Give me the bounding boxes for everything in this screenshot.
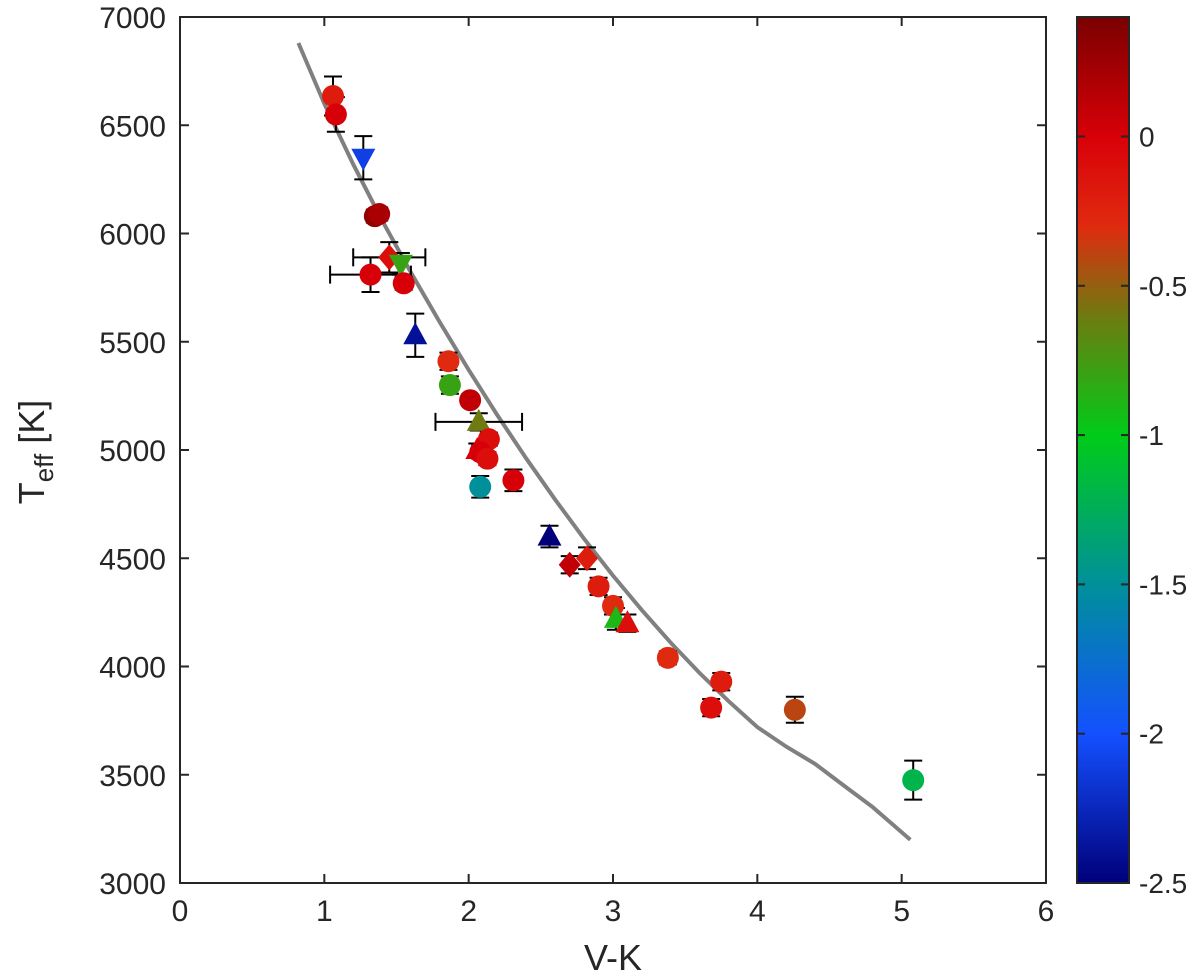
data-point-triangle-up — [615, 610, 640, 633]
y-axis-title-main: T — [11, 482, 52, 504]
data-point-triangle-up — [403, 322, 428, 345]
y-tick-label: 7000 — [99, 2, 166, 35]
y-tick-label: 4000 — [99, 652, 166, 685]
data-point-circle — [459, 389, 482, 412]
colorbar-tick-label: -1.5 — [1139, 569, 1187, 600]
y-axis: 3000 3500 4000 4500 5000 5500 6000 6500 7000 — [99, 2, 1046, 901]
data-point-triangle-up — [466, 408, 491, 431]
x-tick-label: 2 — [460, 895, 477, 928]
y-tick-label: 6000 — [99, 219, 166, 252]
colorbar-tick-label: -1 — [1139, 420, 1164, 451]
x-tick-label: 4 — [749, 895, 766, 928]
data-point-circle — [656, 646, 679, 669]
data-point-circle — [587, 575, 610, 598]
data-point-diamond — [576, 545, 599, 572]
colorbar-tick-label: -2 — [1139, 719, 1164, 750]
colorbar-tick-label: -0.5 — [1139, 271, 1187, 302]
y-axis-title-subscript: eff — [29, 453, 59, 482]
data-point-circle — [476, 447, 499, 470]
data-point-triangle-down — [351, 148, 376, 171]
y-tick-label: 3500 — [99, 760, 166, 793]
colorbar — [1076, 16, 1130, 884]
y-tick-label: 5500 — [99, 327, 166, 360]
data-point-circle — [359, 263, 382, 286]
colorbar-tick-label: 0 — [1139, 121, 1155, 152]
x-axis: 0 1 2 3 4 5 6 — [172, 17, 1055, 928]
y-tick-label: 5000 — [99, 435, 166, 468]
data-point-circle — [902, 769, 925, 792]
data-point-circle — [324, 103, 347, 126]
data-point-diamond — [558, 551, 581, 578]
data-point-circle — [438, 374, 461, 397]
fit-curve-layer — [296, 42, 912, 842]
data-point-circle — [710, 670, 733, 693]
data-point-circle — [437, 350, 460, 373]
colorbar-tick-label: -2.5 — [1139, 868, 1187, 899]
data-point-triangle-up — [537, 523, 562, 546]
x-axis-title: V-K — [584, 937, 642, 976]
x-tick-label: 6 — [1038, 895, 1055, 928]
markers-layer — [321, 85, 925, 792]
data-point-triangle-down — [388, 254, 413, 277]
colorbar-axis: 0 -0.5 -1 -1.5 -2 -2.5 — [1077, 121, 1187, 899]
x-tick-label: 1 — [316, 895, 333, 928]
y-axis-title: Teff [K] — [11, 400, 59, 504]
x-tick-label: 0 — [172, 895, 189, 928]
y-tick-label: 4500 — [99, 543, 166, 576]
y-axis-title-unit: [K] — [11, 400, 52, 454]
x-tick-label: 3 — [605, 895, 622, 928]
data-point-circle — [783, 698, 806, 721]
data-point-circle — [502, 469, 525, 492]
y-tick-label: 3000 — [99, 868, 166, 901]
y-tick-label: 6500 — [99, 110, 166, 143]
data-point-circle — [368, 203, 391, 226]
data-point-circle — [321, 85, 344, 108]
plot-background — [180, 17, 1046, 883]
x-tick-label: 5 — [893, 895, 910, 928]
data-point-circle — [469, 475, 492, 498]
data-point-circle — [700, 696, 723, 719]
data-point-circle — [392, 272, 415, 295]
fit-curve — [296, 42, 912, 842]
